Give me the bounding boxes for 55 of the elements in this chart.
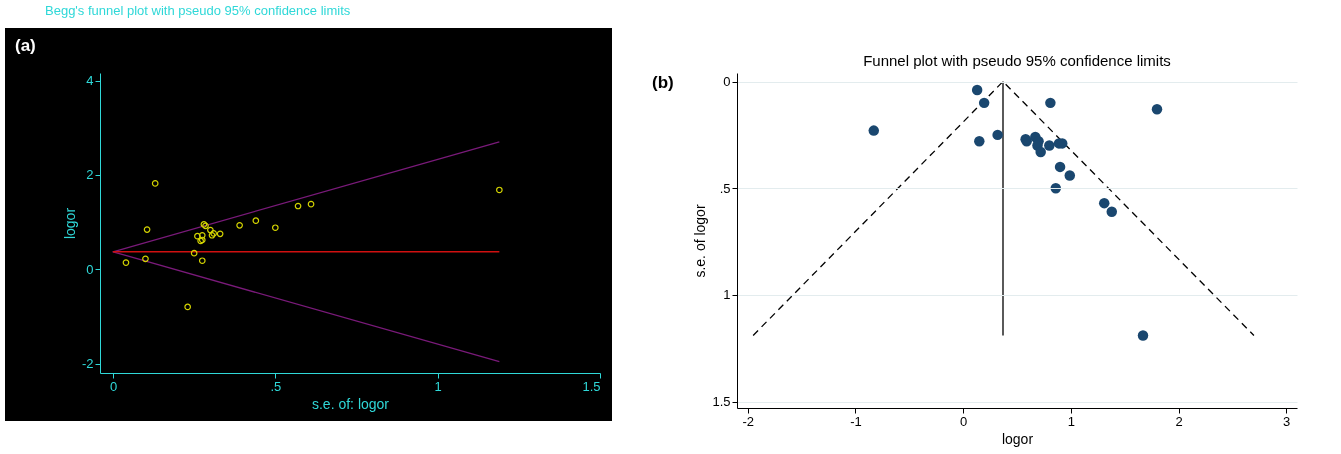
point	[122, 259, 130, 266]
x-tick-label: .5	[270, 378, 282, 394]
point	[1098, 197, 1110, 209]
y-tick-label: 0	[723, 74, 731, 90]
point	[992, 129, 1003, 141]
point	[151, 180, 159, 187]
x-tick-label: 3	[1283, 413, 1291, 429]
point	[236, 222, 243, 229]
point	[271, 224, 279, 232]
point	[1045, 97, 1056, 109]
chart-title: Begg's funnel plot with pseudo 95% confidence limits	[45, 3, 351, 18]
y-axis-title: logor	[61, 207, 78, 240]
point	[307, 200, 315, 208]
x-tick-label: 1.5	[582, 378, 601, 394]
point	[868, 125, 880, 136]
x-axis-title: s.e. of: logor	[311, 395, 390, 412]
point	[184, 303, 191, 311]
point	[496, 186, 503, 194]
point	[142, 255, 149, 263]
point	[294, 202, 302, 210]
x-tick-label: 1	[434, 378, 442, 394]
point	[974, 136, 985, 147]
y-tick-label: 0	[86, 261, 94, 277]
x-tick-label: 0	[109, 378, 118, 394]
point	[1137, 330, 1149, 341]
point	[143, 226, 151, 233]
point	[1064, 170, 1076, 181]
x-tick-label: 0	[960, 413, 968, 429]
point	[190, 249, 198, 257]
y-tick-label: 1	[723, 287, 731, 303]
y-tick-label: .5	[719, 180, 731, 196]
point	[1054, 161, 1066, 173]
x-tick-label: -1	[850, 413, 862, 429]
point	[971, 84, 983, 96]
x-tick-label: 1	[1067, 413, 1075, 429]
y-tick-label: -2	[81, 356, 94, 372]
point	[1044, 140, 1055, 151]
x-tick-label: 2	[1175, 413, 1183, 429]
text: (a)	[15, 36, 36, 55]
text: (b)	[652, 73, 674, 92]
point	[198, 231, 206, 239]
point	[978, 97, 990, 109]
point	[216, 230, 224, 238]
y-tick-label: 1.5	[712, 394, 731, 410]
y-tick-label: 2	[86, 167, 94, 183]
chart-title: Funnel plot with pseudo 95% confidence limits	[863, 52, 1171, 69]
x-axis-title: logor	[1001, 430, 1034, 447]
point	[1106, 206, 1118, 217]
point	[252, 217, 260, 224]
y-axis-title: s.e. of logor	[692, 204, 709, 278]
x-tick-label: -2	[742, 413, 755, 429]
point	[1035, 146, 1046, 158]
y-tick-label: 4	[86, 73, 94, 89]
point	[1151, 104, 1163, 115]
point	[198, 257, 206, 265]
